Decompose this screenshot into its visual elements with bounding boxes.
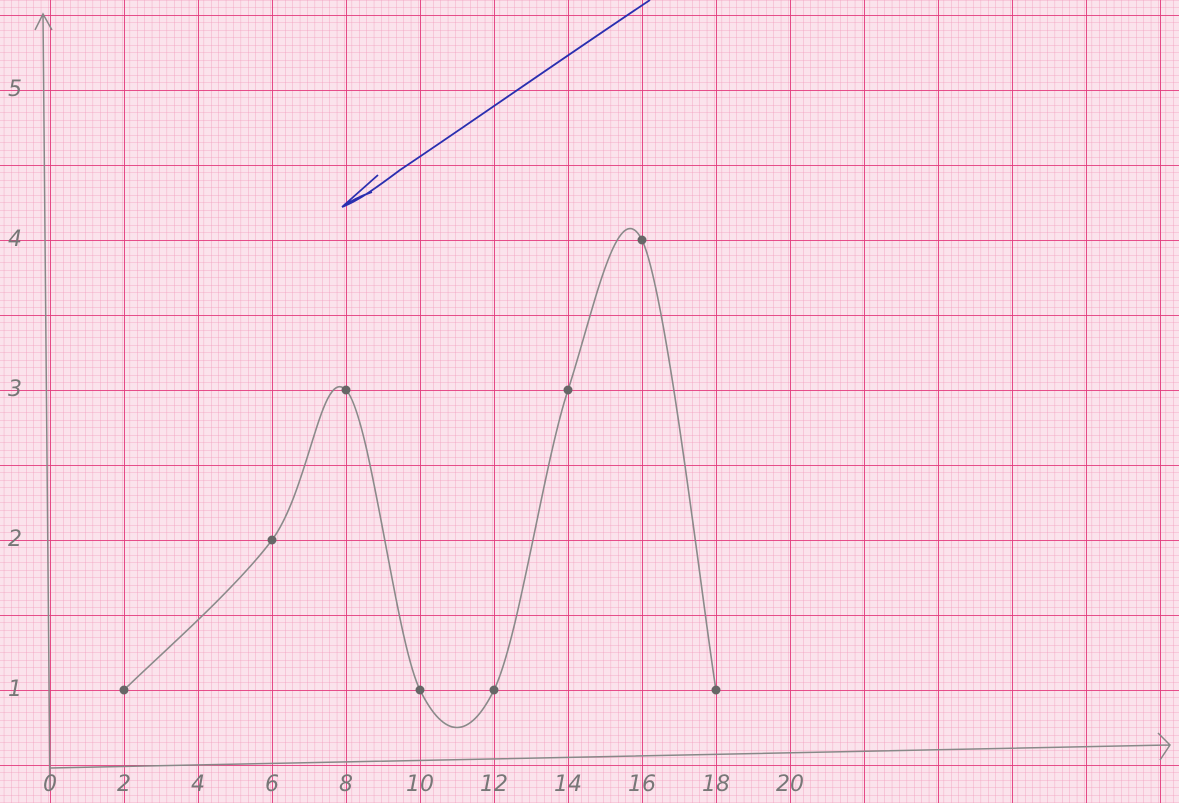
x-tick-label: 6 (265, 772, 279, 797)
y-tick-label: 4 (8, 227, 22, 252)
x-tick-label: 18 (702, 772, 730, 797)
data-point (564, 386, 573, 395)
y-tick-label: 3 (8, 377, 22, 402)
data-point (712, 686, 721, 695)
data-point (490, 686, 499, 695)
chart: 0246810121416182012345 (0, 0, 1179, 803)
x-tick-label: 16 (628, 772, 656, 797)
x-tick-label: 10 (406, 772, 434, 797)
data-point (638, 236, 647, 245)
page: 0246810121416182012345 (() => { const da… (0, 0, 1179, 803)
data-point (416, 686, 425, 695)
y-tick-label: 5 (8, 77, 22, 102)
x-tick-label: 0 (43, 772, 57, 797)
x-tick-label: 14 (554, 772, 582, 797)
data-point (342, 386, 351, 395)
y-tick-label: 1 (8, 677, 22, 702)
x-tick-label: 4 (191, 772, 205, 797)
graph-paper (0, 0, 1179, 803)
x-tick-label: 12 (480, 772, 508, 797)
data-point (120, 686, 129, 695)
y-tick-label: 2 (8, 527, 22, 552)
x-tick-label: 2 (117, 772, 131, 797)
data-point (268, 536, 277, 545)
x-tick-label: 8 (339, 772, 353, 797)
x-tick-label: 20 (776, 772, 804, 797)
